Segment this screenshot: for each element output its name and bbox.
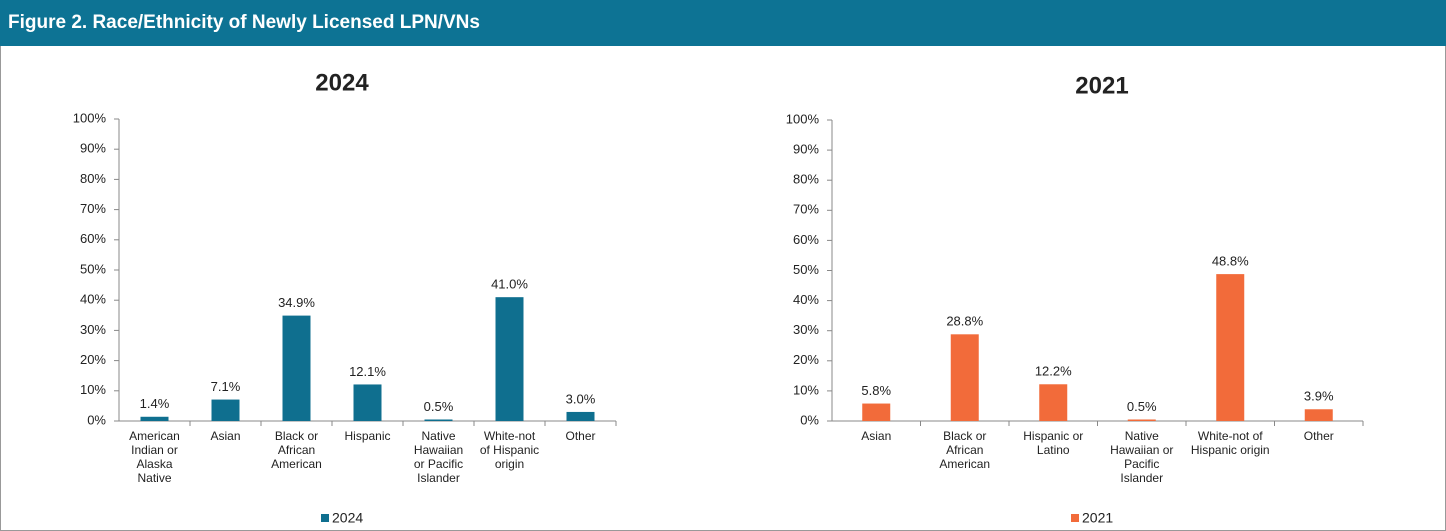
bar	[950, 334, 979, 421]
bar	[1304, 409, 1333, 421]
x-tick-label: Black or African American	[939, 429, 991, 471]
x-tick-label: Native Hawaiian or Pacific Islander	[413, 429, 464, 485]
chart-title: 2024	[315, 69, 369, 96]
x-tick-label: Asian	[861, 429, 892, 443]
y-tick-label: 50%	[80, 261, 106, 276]
legend-label: 2024	[332, 510, 363, 526]
data-label: 3.0%	[566, 391, 596, 406]
y-tick-label: 20%	[793, 352, 819, 367]
x-tick-label: Asian	[210, 429, 241, 443]
y-tick-label: 60%	[80, 231, 106, 246]
x-tick-label: Black or African American	[271, 429, 322, 471]
data-label: 41.0%	[491, 277, 528, 292]
legend-swatch	[1071, 514, 1079, 522]
data-label: 48.8%	[1212, 254, 1249, 269]
y-tick-label: 0%	[800, 412, 819, 427]
bar	[495, 297, 524, 421]
data-label: 7.1%	[211, 379, 241, 394]
y-tick-label: 80%	[793, 172, 819, 187]
legend-label: 2021	[1082, 510, 1113, 526]
data-label: 12.2%	[1035, 364, 1072, 379]
bar	[1039, 384, 1068, 421]
x-tick-label: Native Hawaiian or Pacific Islander	[1110, 429, 1174, 485]
data-label: 3.9%	[1304, 389, 1334, 404]
y-tick-label: 50%	[793, 262, 819, 277]
bar	[566, 411, 595, 421]
bar	[862, 403, 891, 421]
bar	[353, 384, 382, 421]
data-label: 28.8%	[946, 314, 983, 329]
bar	[1127, 419, 1156, 421]
y-tick-label: 70%	[793, 202, 819, 217]
data-label: 5.8%	[861, 383, 891, 398]
y-tick-label: 60%	[793, 232, 819, 247]
y-tick-label: 100%	[73, 110, 107, 125]
y-tick-label: 100%	[786, 111, 820, 126]
y-tick-label: 90%	[793, 142, 819, 157]
y-tick-label: 90%	[80, 141, 106, 156]
x-tick-label: Hispanic	[344, 429, 391, 443]
bar	[424, 419, 453, 421]
y-tick-label: 30%	[793, 322, 819, 337]
x-tick-label: Other	[565, 429, 596, 443]
data-label: 12.1%	[349, 364, 386, 379]
y-tick-label: 10%	[793, 382, 819, 397]
x-tick-label: White-not of Hispanic origin	[479, 429, 540, 471]
y-tick-label: 40%	[793, 292, 819, 307]
x-tick-label: American Indian or Alaska Native	[129, 429, 180, 485]
y-tick-label: 20%	[80, 352, 106, 367]
data-label: 34.9%	[278, 295, 315, 310]
y-tick-label: 0%	[87, 412, 106, 427]
data-label: 1.4%	[140, 396, 170, 411]
y-tick-label: 40%	[80, 292, 106, 307]
x-tick-label: Hispanic or Latino	[1023, 429, 1084, 457]
legend-swatch	[321, 514, 329, 522]
bar	[1216, 274, 1245, 421]
chart-title: 2021	[1075, 72, 1128, 99]
x-tick-label: Other	[1303, 429, 1334, 443]
bar	[140, 416, 169, 421]
bar	[211, 399, 240, 421]
y-tick-label: 10%	[80, 382, 106, 397]
data-label: 0.5%	[424, 399, 454, 414]
bar	[282, 315, 311, 421]
data-label: 0.5%	[1127, 399, 1157, 414]
header-title: Figure 2. Race/Ethnicity of Newly Licens…	[0, 0, 1446, 46]
x-tick-label: White-not of Hispanic origin	[1190, 429, 1270, 457]
y-tick-label: 70%	[80, 201, 106, 216]
y-tick-label: 80%	[80, 171, 106, 186]
y-tick-label: 30%	[80, 322, 106, 337]
